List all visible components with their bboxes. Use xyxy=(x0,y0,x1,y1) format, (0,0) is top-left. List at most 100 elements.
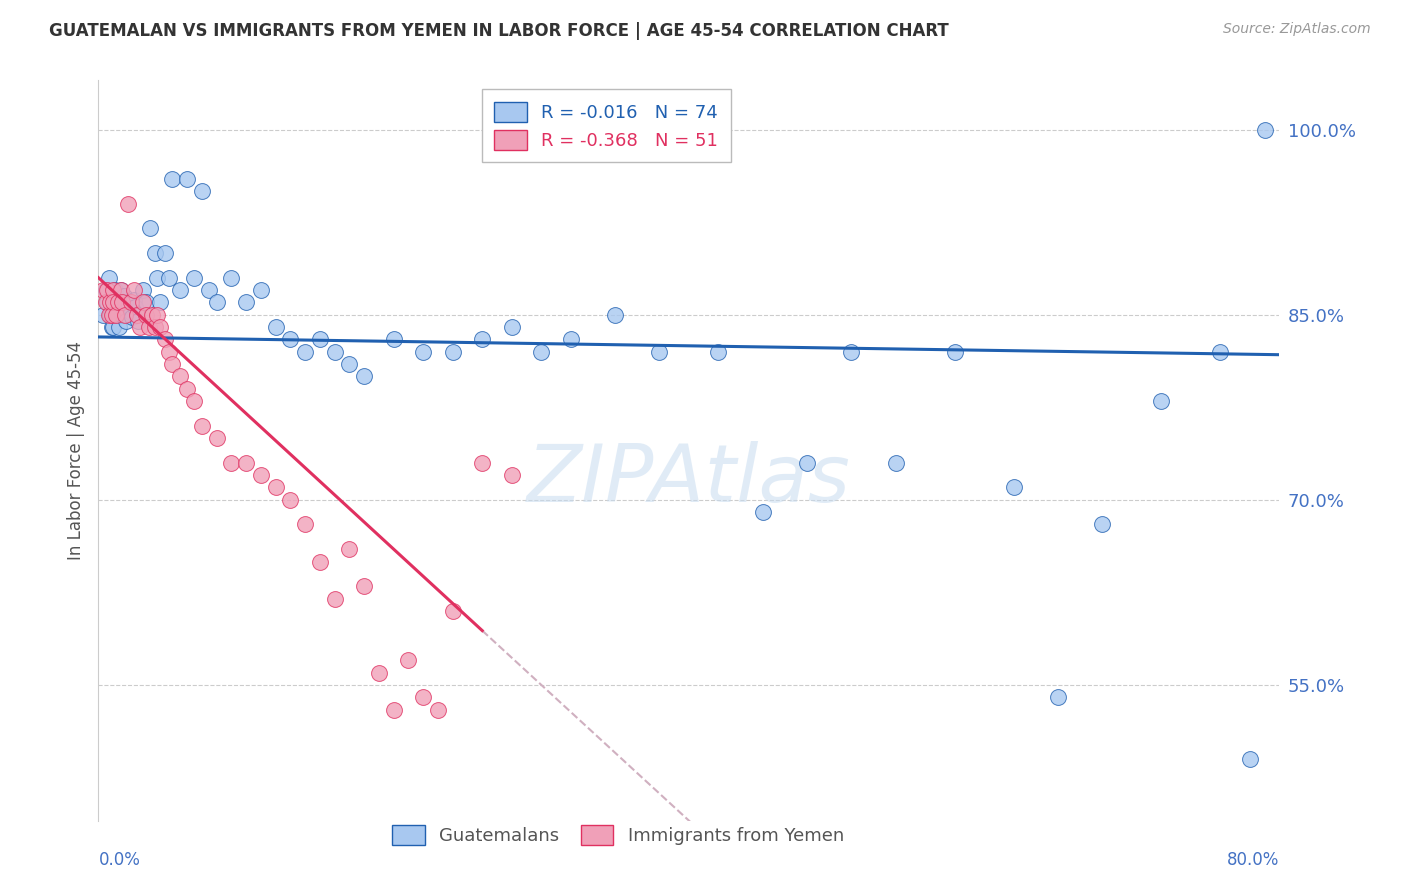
Point xyxy=(124,301,146,315)
Text: Source: ZipAtlas.com: Source: ZipAtlas.com xyxy=(1223,22,1371,37)
Point xyxy=(1046,690,1070,705)
Point xyxy=(1091,517,1114,532)
Point xyxy=(96,283,118,297)
Point xyxy=(884,456,907,470)
Point xyxy=(412,344,434,359)
Point xyxy=(501,320,523,334)
Point xyxy=(98,308,121,322)
Point xyxy=(94,295,117,310)
Point xyxy=(110,283,132,297)
Point xyxy=(100,308,122,322)
Point xyxy=(143,320,166,334)
Point xyxy=(91,283,114,297)
Point xyxy=(103,295,125,310)
Point xyxy=(648,344,671,359)
Point xyxy=(114,308,136,322)
Point xyxy=(353,579,375,593)
Point xyxy=(169,283,191,297)
Point xyxy=(560,333,582,347)
Point xyxy=(143,246,166,260)
Point xyxy=(796,456,818,470)
Point xyxy=(1002,481,1025,495)
Point xyxy=(205,431,228,445)
Point xyxy=(120,295,142,310)
Point xyxy=(110,295,132,310)
Point xyxy=(100,320,122,334)
Point xyxy=(112,289,135,303)
Point xyxy=(323,591,346,606)
Point xyxy=(128,320,150,334)
Point xyxy=(605,308,627,322)
Point xyxy=(412,690,434,705)
Point xyxy=(1150,394,1173,409)
Point xyxy=(280,333,302,347)
Point xyxy=(294,344,316,359)
Point xyxy=(141,308,163,322)
Point xyxy=(122,283,145,297)
Point xyxy=(198,283,221,297)
Point xyxy=(138,320,160,334)
Point xyxy=(841,344,863,359)
Point xyxy=(98,295,121,310)
Point xyxy=(127,314,149,328)
Point xyxy=(132,295,155,310)
Point xyxy=(117,196,139,211)
Point xyxy=(96,295,118,310)
Point xyxy=(97,308,120,322)
Point xyxy=(162,357,183,371)
Point xyxy=(103,308,125,322)
Point xyxy=(107,295,129,310)
Point xyxy=(235,295,257,310)
Point xyxy=(146,308,169,322)
Point xyxy=(752,505,775,519)
Point xyxy=(103,295,125,310)
Point xyxy=(183,270,205,285)
Point xyxy=(943,344,966,359)
Point xyxy=(441,604,464,618)
Point xyxy=(105,308,128,322)
Point xyxy=(114,301,136,316)
Point xyxy=(176,382,198,396)
Point xyxy=(205,295,228,310)
Point xyxy=(1209,344,1232,359)
Point xyxy=(125,308,148,322)
Point xyxy=(107,308,129,322)
Point xyxy=(162,172,183,186)
Point xyxy=(221,456,243,470)
Y-axis label: In Labor Force | Age 45-54: In Labor Force | Age 45-54 xyxy=(66,341,84,560)
Point xyxy=(132,283,155,297)
Text: GUATEMALAN VS IMMIGRANTS FROM YEMEN IN LABOR FORCE | AGE 45-54 CORRELATION CHART: GUATEMALAN VS IMMIGRANTS FROM YEMEN IN L… xyxy=(49,22,949,40)
Point xyxy=(149,295,172,310)
Point xyxy=(471,456,494,470)
Point xyxy=(183,394,205,409)
Point xyxy=(125,308,148,322)
Point xyxy=(135,308,157,322)
Point xyxy=(471,333,494,347)
Point xyxy=(191,418,214,433)
Text: 0.0%: 0.0% xyxy=(98,852,141,870)
Point xyxy=(176,172,198,186)
Point xyxy=(353,369,375,384)
Point xyxy=(108,320,131,334)
Point xyxy=(135,295,157,310)
Point xyxy=(111,308,134,322)
Point xyxy=(146,270,169,285)
Point xyxy=(111,295,134,310)
Point xyxy=(104,283,127,297)
Point xyxy=(427,703,450,717)
Point xyxy=(94,283,117,297)
Point xyxy=(382,333,405,347)
Point xyxy=(441,344,464,359)
Point xyxy=(323,344,346,359)
Point xyxy=(121,310,143,325)
Point xyxy=(250,283,273,297)
Point xyxy=(1254,122,1277,136)
Point xyxy=(153,333,176,347)
Point xyxy=(157,270,180,285)
Point xyxy=(1239,752,1261,766)
Point xyxy=(294,517,316,532)
Point xyxy=(105,295,128,310)
Point xyxy=(368,665,391,680)
Point xyxy=(191,185,214,199)
Text: 80.0%: 80.0% xyxy=(1227,852,1279,870)
